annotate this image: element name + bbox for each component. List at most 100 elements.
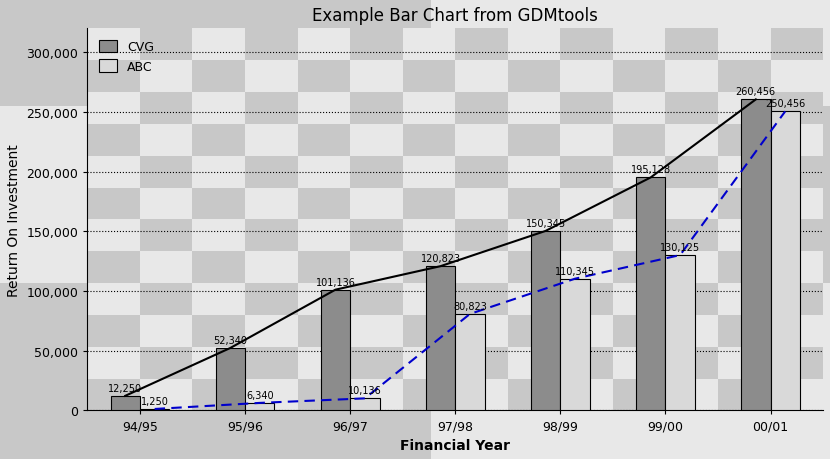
Bar [666,315,718,347]
Bar [666,29,718,61]
Bar [87,220,140,252]
Bar [666,188,718,220]
Bar [87,252,140,284]
Bar [350,124,403,157]
Bar [560,347,613,379]
Bar [298,29,350,61]
Bar [403,252,455,284]
Text: 6,340: 6,340 [246,390,274,400]
Bar [560,379,613,411]
Bar [666,379,718,411]
Bar [350,284,403,315]
Bar [770,188,823,220]
Bar [718,379,770,411]
Bar [455,29,508,61]
Y-axis label: Return On Investment: Return On Investment [7,144,21,296]
Bar [140,157,193,188]
Text: 260,456: 260,456 [735,87,776,97]
Bar [193,220,245,252]
Text: 101,136: 101,136 [315,277,355,287]
Bar [193,315,245,347]
Bar [455,315,508,347]
Bar [718,93,770,124]
Bar [245,252,298,284]
Bar [560,93,613,124]
Bar [403,29,455,61]
Bar [298,284,350,315]
Bar [403,379,455,411]
Bar [666,124,718,157]
Bar [455,157,508,188]
Bar [298,124,350,157]
Bar [403,61,455,93]
Bar [403,284,455,315]
Bar [87,379,140,411]
Bar [403,93,455,124]
Bar [508,379,560,411]
Text: 10,136: 10,136 [348,386,382,396]
Bar [193,61,245,93]
Bar [193,379,245,411]
Bar [770,61,823,93]
Bar [613,252,666,284]
Bar [193,347,245,379]
Bar [193,93,245,124]
Text: 195,128: 195,128 [631,165,671,175]
Bar [770,252,823,284]
Bar [718,347,770,379]
Bar [140,188,193,220]
Bar [508,220,560,252]
Bar [87,124,140,157]
Bar [455,379,508,411]
Bar [741,100,770,411]
Bar [508,29,560,61]
Bar [140,124,193,157]
Bar [508,93,560,124]
Bar [613,379,666,411]
Bar [403,315,455,347]
Bar [193,284,245,315]
Bar [140,29,193,61]
Bar [87,157,140,188]
Bar [508,157,560,188]
Bar [560,252,613,284]
Bar [613,29,666,61]
Bar [140,315,193,347]
Bar [508,347,560,379]
Bar [140,409,169,411]
Bar [87,284,140,315]
Bar [508,284,560,315]
Bar [718,315,770,347]
Text: 130,125: 130,125 [660,242,701,252]
Bar [193,124,245,157]
Bar [666,347,718,379]
Bar [216,348,245,411]
Bar [298,61,350,93]
Bar [613,124,666,157]
Bar [87,188,140,220]
Bar [718,61,770,93]
Bar [193,157,245,188]
Bar [508,315,560,347]
Bar [403,157,455,188]
Bar [245,315,298,347]
Bar [531,231,560,411]
Bar [770,124,823,157]
Bar [350,398,379,411]
Bar [245,61,298,93]
Bar [140,61,193,93]
Bar [666,61,718,93]
Bar [613,220,666,252]
Bar [403,124,455,157]
Bar [245,93,298,124]
Bar [770,112,800,411]
Text: 250,456: 250,456 [765,99,805,109]
Bar [298,188,350,220]
Bar [350,252,403,284]
Bar [770,315,823,347]
Bar [718,157,770,188]
Bar [426,267,455,411]
Bar [560,315,613,347]
Bar [245,124,298,157]
Bar [508,61,560,93]
